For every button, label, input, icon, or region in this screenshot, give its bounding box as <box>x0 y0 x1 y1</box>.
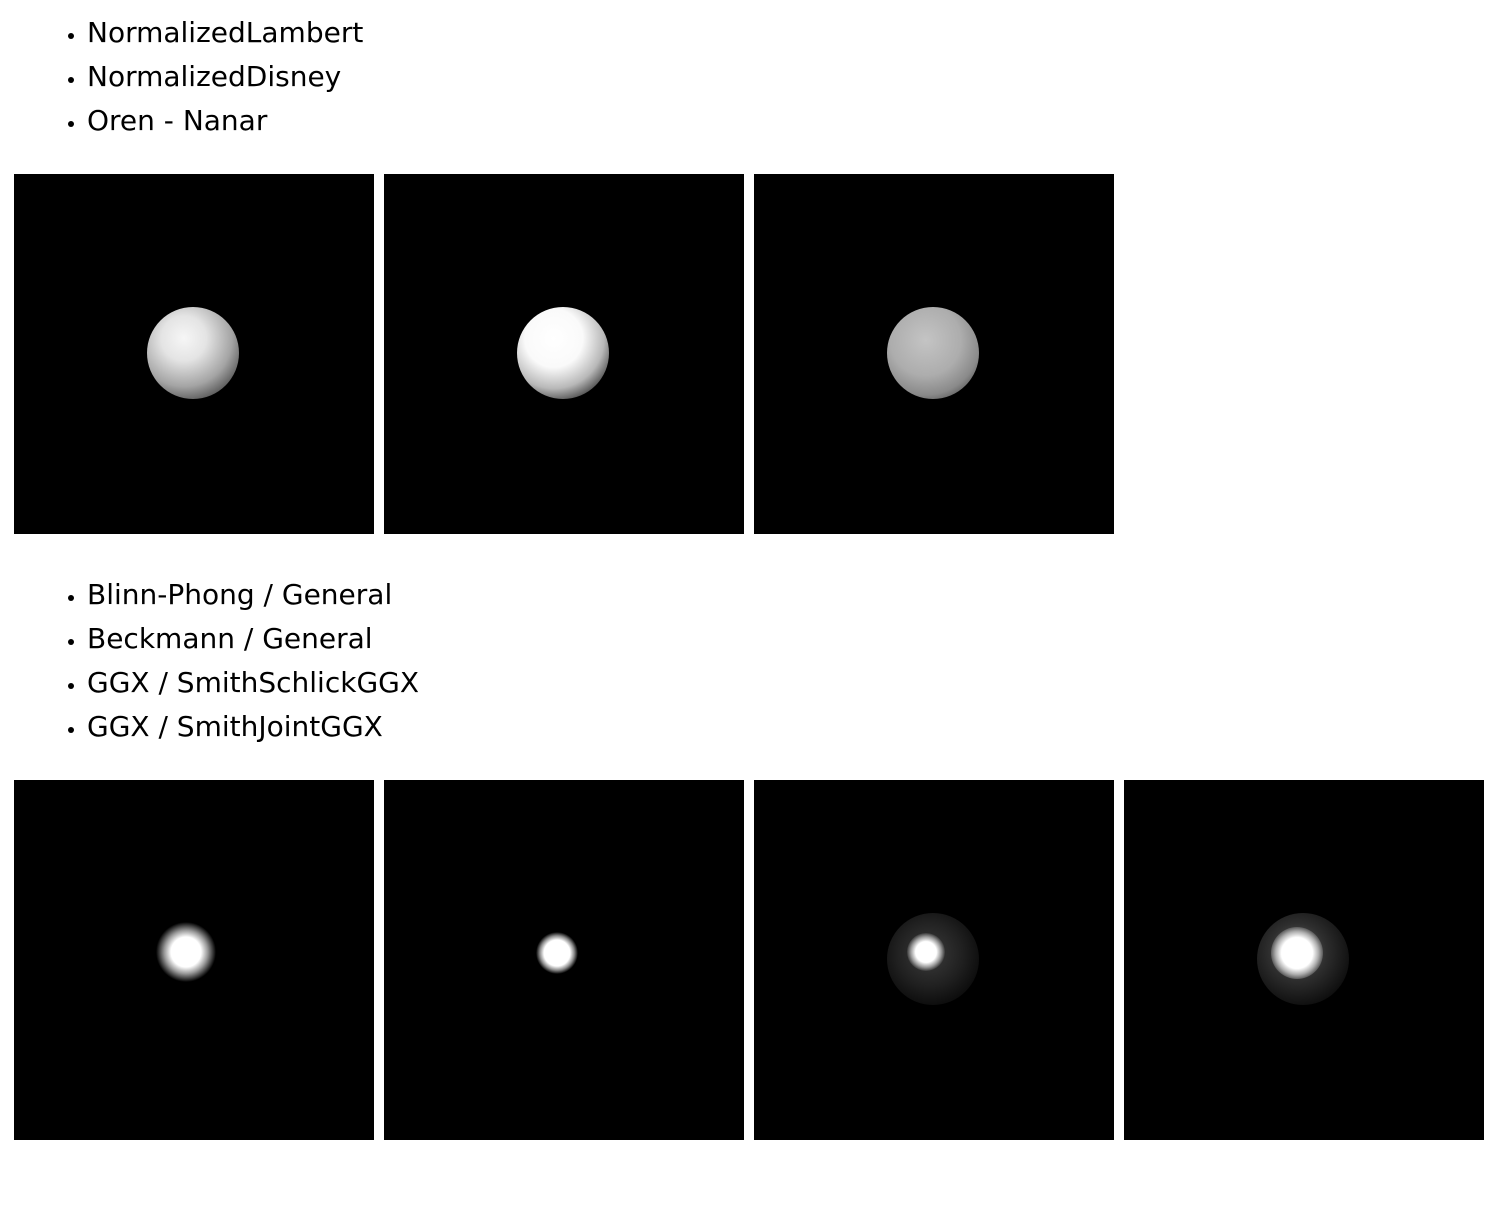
ggx-smith-schlick-render <box>754 780 1114 1140</box>
diffuse-model-list: NormalizedLambert NormalizedDisney Oren … <box>0 11 363 143</box>
beckmann-render <box>384 780 744 1140</box>
normalized-disney-render <box>384 174 744 534</box>
list-item: NormalizedLambert <box>87 11 363 55</box>
list-item: Blinn-Phong / General <box>87 573 419 617</box>
list-item: Oren - Nanar <box>87 99 363 143</box>
list-item: GGX / SmithSchlickGGX <box>87 661 419 705</box>
list-item: NormalizedDisney <box>87 55 363 99</box>
ggx-smith-joint-render <box>1124 780 1484 1140</box>
list-item: GGX / SmithJointGGX <box>87 705 419 749</box>
blinn-phong-render <box>14 780 374 1140</box>
oren-nayar-render <box>754 174 1114 534</box>
list-item: Beckmann / General <box>87 617 419 661</box>
specular-model-list: Blinn-Phong / General Beckmann / General… <box>0 573 419 749</box>
normalized-lambert-render <box>14 174 374 534</box>
